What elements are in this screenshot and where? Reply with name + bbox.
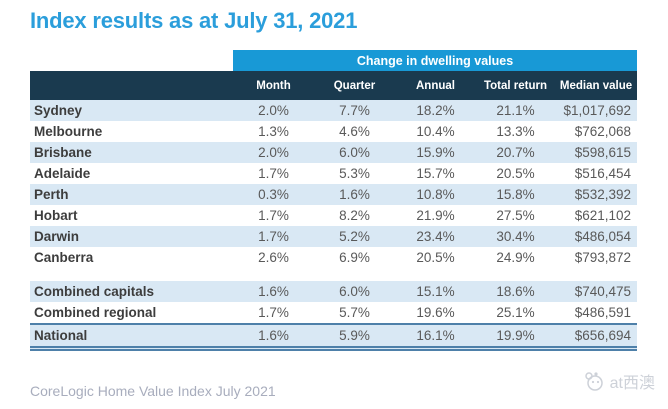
value-cell: 1.3% <box>233 121 314 142</box>
value-cell: 15.7% <box>395 163 476 184</box>
value-cell: 21.1% <box>476 100 555 121</box>
value-cell: 20.5% <box>476 163 555 184</box>
table-row: Melbourne 1.3% 4.6% 10.4% 13.3% $762,068 <box>30 121 638 142</box>
watermark: at西澳 <box>583 369 655 393</box>
value-cell: 1.7% <box>233 205 314 226</box>
value-cell: 0.3% <box>233 184 314 205</box>
value-cell: $621,102 <box>555 205 638 226</box>
value-cell: 8.2% <box>314 205 395 226</box>
value-cell: 5.2% <box>314 226 395 247</box>
value-cell: 2.6% <box>233 247 314 268</box>
source-caption: CoreLogic Home Value Index July 2021 <box>30 383 276 399</box>
column-header-quarter: Quarter <box>314 71 395 100</box>
table-row: Combined regional 1.7% 5.7% 19.6% 25.1% $486,… <box>30 302 638 324</box>
value-cell: 15.9% <box>395 142 476 163</box>
value-cell: 5.7% <box>314 302 395 324</box>
value-cell: 19.9% <box>476 323 555 351</box>
watermark-label: at西澳 <box>609 375 655 392</box>
region-name: Combined regional <box>30 302 233 324</box>
value-cell: 18.6% <box>476 281 555 302</box>
value-cell: $793,872 <box>555 247 638 268</box>
column-header-annual: Annual <box>395 71 476 100</box>
dwelling-values-table: Change in dwelling values Month Quarter … <box>30 50 638 351</box>
value-cell: 1.6% <box>233 323 314 351</box>
value-cell: 15.1% <box>395 281 476 302</box>
value-cell: 1.7% <box>233 163 314 184</box>
group-header-row: Change in dwelling values <box>30 50 638 71</box>
column-header-median-value: Median value <box>555 71 638 100</box>
value-cell: 6.0% <box>314 281 395 302</box>
value-cell: $516,454 <box>555 163 638 184</box>
region-name: Melbourne <box>30 121 233 142</box>
value-cell: 16.1% <box>395 323 476 351</box>
value-cell: $598,615 <box>555 142 638 163</box>
region-name: Sydney <box>30 100 233 121</box>
page-title: Index results as at July 31, 2021 <box>30 8 358 33</box>
region-name: Darwin <box>30 226 233 247</box>
value-cell: 1.6% <box>233 281 314 302</box>
table-row: Perth 0.3% 1.6% 10.8% 15.8% $532,392 <box>30 184 638 205</box>
value-cell: 6.0% <box>314 142 395 163</box>
value-cell: 10.8% <box>395 184 476 205</box>
value-cell: 25.1% <box>476 302 555 324</box>
table-row: Brisbane 2.0% 6.0% 15.9% 20.7% $598,615 <box>30 142 638 163</box>
value-cell: 23.4% <box>395 226 476 247</box>
value-cell: $486,054 <box>555 226 638 247</box>
region-name: Hobart <box>30 205 233 226</box>
value-cell: 20.7% <box>476 142 555 163</box>
column-header-region <box>30 71 233 100</box>
table-row: Darwin 1.7% 5.2% 23.4% 30.4% $486,054 <box>30 226 638 247</box>
table-body: Sydney 2.0% 7.7% 18.2% 21.1% $1,017,692 Melbou… <box>30 100 638 351</box>
group-header: Change in dwelling values <box>233 50 638 71</box>
region-name: Canberra <box>30 247 233 268</box>
value-cell: 6.9% <box>314 247 395 268</box>
value-cell: 1.7% <box>233 226 314 247</box>
value-cell: 4.6% <box>314 121 395 142</box>
value-cell: 30.4% <box>476 226 555 247</box>
mascot-logo-icon <box>584 372 603 391</box>
table-spacer <box>30 268 638 281</box>
table-row: Sydney 2.0% 7.7% 18.2% 21.1% $1,017,692 <box>30 100 638 121</box>
value-cell: 18.2% <box>395 100 476 121</box>
value-cell: 27.5% <box>476 205 555 226</box>
table-row: Canberra 2.6% 6.9% 20.5% 24.9% $793,872 <box>30 247 638 268</box>
table-row: Hobart 1.7% 8.2% 21.9% 27.5% $621,102 <box>30 205 638 226</box>
region-name: Brisbane <box>30 142 233 163</box>
value-cell: 5.3% <box>314 163 395 184</box>
value-cell: $1,017,692 <box>555 100 638 121</box>
region-name: National <box>30 323 233 351</box>
value-cell: $740,475 <box>555 281 638 302</box>
column-header-row: Month Quarter Annual Total return Median… <box>30 71 638 100</box>
value-cell: 15.8% <box>476 184 555 205</box>
value-cell: $486,591 <box>555 302 638 324</box>
region-name: Perth <box>30 184 233 205</box>
value-cell: 21.9% <box>395 205 476 226</box>
value-cell: 1.6% <box>314 184 395 205</box>
value-cell: 24.9% <box>476 247 555 268</box>
table-row: Adelaide 1.7% 5.3% 15.7% 20.5% $516,454 <box>30 163 638 184</box>
value-cell: 19.6% <box>395 302 476 324</box>
value-cell: 1.7% <box>233 302 314 324</box>
column-header-total-return: Total return <box>476 71 555 100</box>
value-cell: 13.3% <box>476 121 555 142</box>
group-header-spacer <box>30 50 233 71</box>
value-cell: 10.4% <box>395 121 476 142</box>
region-name: Adelaide <box>30 163 233 184</box>
table-row: Combined capitals 1.6% 6.0% 15.1% 18.6% $740,… <box>30 281 638 302</box>
value-cell: $656,694 <box>555 323 638 351</box>
value-cell: $762,068 <box>555 121 638 142</box>
value-cell: 20.5% <box>395 247 476 268</box>
value-cell: 5.9% <box>314 323 395 351</box>
region-name: Combined capitals <box>30 281 233 302</box>
value-cell: 2.0% <box>233 142 314 163</box>
table-row: National 1.6% 5.9% 16.1% 19.9% $656,694 <box>30 323 638 351</box>
value-cell: 2.0% <box>233 100 314 121</box>
column-header-month: Month <box>233 71 314 100</box>
value-cell: $532,392 <box>555 184 638 205</box>
value-cell: 7.7% <box>314 100 395 121</box>
